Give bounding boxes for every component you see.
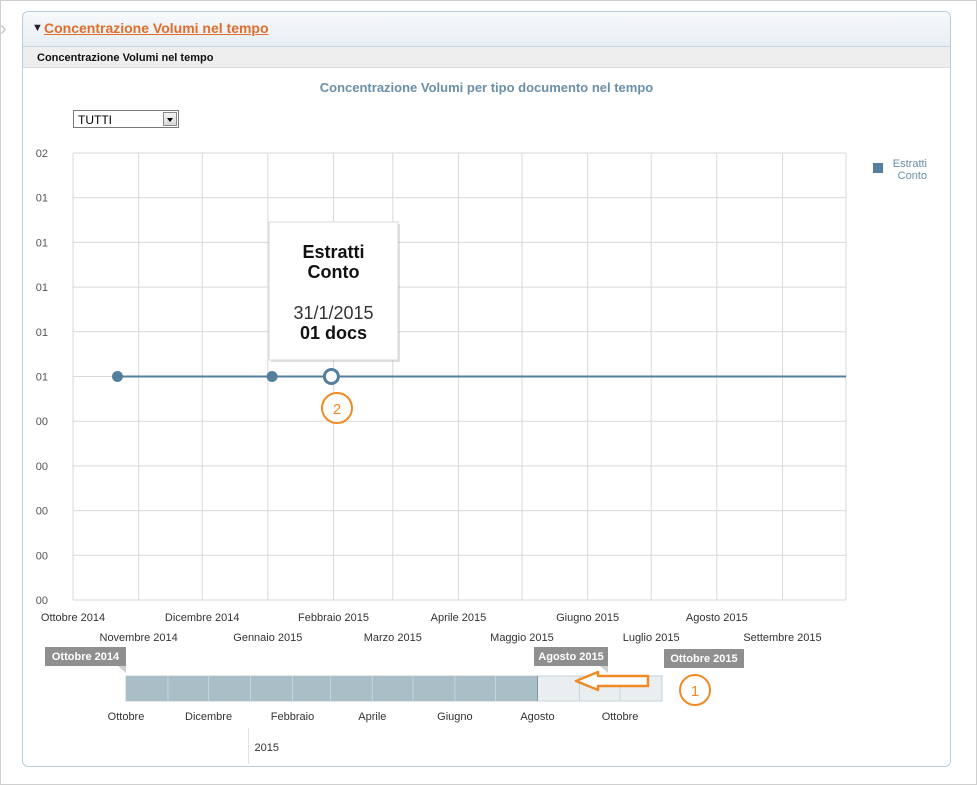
annotation-number-2: 2 (333, 401, 341, 418)
navigator-tick-label: Giugno (437, 711, 472, 723)
panel-title-link[interactable]: Concentrazione Volumi nel tempo (44, 20, 269, 36)
x-tick-label: Agosto 2015 (686, 612, 748, 624)
select-value: TUTTI (78, 113, 112, 127)
annotation-arrow-icon (574, 670, 650, 692)
navigator-tick-label: Aprile (358, 711, 386, 723)
side-handle-icon: › (0, 18, 7, 40)
tooltip-box (268, 221, 399, 361)
navigator-flag-start-label: Ottobre 2014 (52, 651, 120, 663)
y-tick-label: 01 (36, 327, 48, 339)
navigator-year-label: 2015 (255, 742, 279, 754)
legend-label-2: Conto (898, 170, 927, 182)
x-tick-label: Febbraio 2015 (298, 612, 369, 624)
navigator-selected-range (126, 676, 538, 701)
annotation-circle-1 (679, 674, 711, 706)
navigator-flag-end-tail (600, 666, 608, 673)
navigator-tick-label: Agosto (520, 711, 554, 723)
y-tick-label: 00 (36, 550, 48, 562)
navigator-tick-label: Febbraio (271, 711, 314, 723)
data-point (266, 371, 278, 382)
y-tick-label: 00 (36, 416, 48, 428)
y-tick-label: 01 (36, 237, 48, 249)
x-tick-label: Settembre 2015 (743, 632, 821, 644)
y-tick-label: 01 (36, 282, 48, 294)
x-tick-label: Gennaio 2015 (233, 632, 302, 644)
collapse-triangle-icon[interactable]: ▼ (32, 22, 43, 34)
x-tick-label: Giugno 2015 (556, 612, 619, 624)
tooltip-value: 01 docs (300, 323, 367, 343)
sub-title: Concentrazione Volumi nel tempo (37, 52, 214, 64)
y-tick-label: 00 (36, 506, 48, 518)
chart-title: Concentrazione Volumi per tipo documento… (319, 80, 654, 95)
x-tick-label: Maggio 2015 (490, 632, 554, 644)
x-tick-label: Luglio 2015 (623, 632, 680, 644)
chart-panel: ▼ Concentrazione Volumi nel tempo Concen… (22, 11, 951, 767)
navigator-flag-start-tail (118, 666, 126, 673)
chevron-down-icon[interactable] (163, 112, 177, 126)
annotation-number-1: 1 (691, 683, 699, 700)
x-tick-label: Marzo 2015 (364, 632, 422, 644)
navigator-flag-end-box (534, 647, 608, 666)
navigator-flag-start-box (45, 647, 126, 666)
legend-label-1: Estratti (893, 158, 927, 170)
y-tick-label: 00 (36, 461, 48, 473)
x-tick-label: Ottobre 2014 (41, 612, 105, 624)
data-point (111, 371, 123, 382)
tooltip-series-2: Conto (308, 262, 360, 282)
tooltip-series-1: Estratti (302, 242, 364, 262)
navigator-tick-label: Ottobre (108, 711, 145, 723)
document-type-select[interactable]: TUTTI (73, 110, 179, 128)
panel-header: ▼ Concentrazione Volumi nel tempo (23, 12, 950, 47)
x-tick-label: Dicembre 2014 (165, 612, 240, 624)
navigator-tick-label: Dicembre (185, 711, 232, 723)
data-point-hover (322, 368, 340, 385)
navigator-flag-max-box (664, 649, 744, 668)
navigator-tick-label: Ottobre (602, 711, 639, 723)
tooltip-date: 31/1/2015 (293, 303, 373, 323)
y-tick-label: 02 (36, 148, 48, 160)
navigator-flag-end-label: Agosto 2015 (538, 651, 603, 663)
x-tick-label: Novembre 2014 (100, 632, 178, 644)
y-tick-label: 00 (36, 595, 48, 607)
sub-header: Concentrazione Volumi nel tempo (23, 47, 950, 68)
legend-swatch (873, 163, 883, 173)
navigator-flag-max-label: Ottobre 2015 (670, 653, 737, 665)
y-tick-label: 01 (36, 372, 48, 384)
annotation-circle-2 (321, 392, 353, 424)
y-tick-label: 01 (36, 193, 48, 205)
x-tick-label: Aprile 2015 (431, 612, 487, 624)
